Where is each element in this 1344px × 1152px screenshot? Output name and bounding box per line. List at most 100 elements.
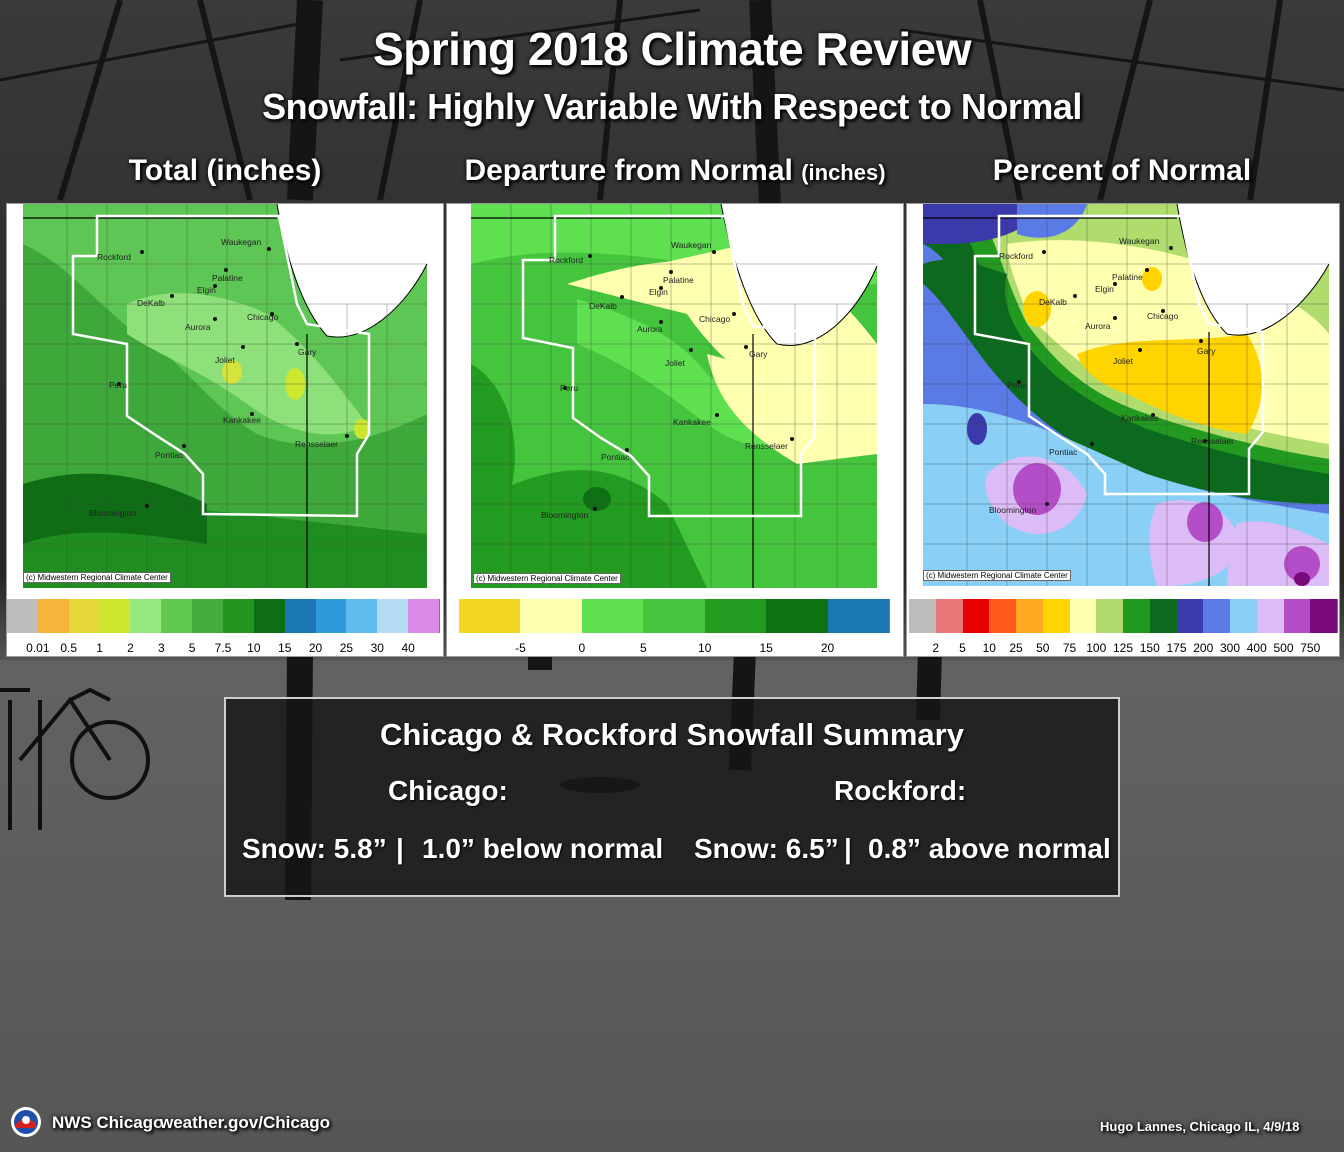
city-label-rensselaer: Rensselaer <box>1191 436 1234 446</box>
legend-tick-label: 5 <box>188 641 196 655</box>
legend-tick-label: 0.5 <box>60 641 78 655</box>
legend-swatch <box>459 599 522 633</box>
city-label-dekalb: DeKalb <box>137 298 165 308</box>
city-label-palatine: Palatine <box>663 275 694 285</box>
city-label-rensselaer: Rensselaer <box>295 439 338 449</box>
snowfall-summary-box: Chicago & Rockford Snowfall Summary Chic… <box>224 697 1120 897</box>
legend-swatch <box>192 599 224 633</box>
city-label-aurora: Aurora <box>1085 321 1111 331</box>
rockford-snow-total: Snow: 6.5” <box>694 833 839 864</box>
city-label-kankakee: Kankakee <box>223 415 261 425</box>
legend-tick-label: 100 <box>1086 641 1107 655</box>
footer-website[interactable]: weather.gov/Chicago <box>160 1113 331 1132</box>
legend-tick-label: 30 <box>370 641 384 655</box>
legend-tick-label: 5 <box>639 641 647 655</box>
legend-swatch <box>284 599 317 633</box>
legend-swatch <box>130 599 163 633</box>
legend-tick-label: -5 <box>515 641 526 655</box>
city-label-peru: Peru <box>560 383 578 393</box>
city-label-chicago: Chicago <box>247 312 279 322</box>
page-subtitle: Snowfall: Highly Variable With Respect t… <box>262 86 1082 127</box>
panel-title-total: Total (inches) <box>128 154 322 187</box>
legend-swatch <box>1149 599 1178 633</box>
panel-title-departure: Departure from Normal (inches) <box>464 154 886 187</box>
chicago-separator: | <box>396 833 404 864</box>
legend-swatch <box>1256 599 1285 633</box>
legend-tick-label: 10 <box>247 641 261 655</box>
legend-swatch <box>1096 599 1124 633</box>
legend-tick-label: 20 <box>308 641 323 655</box>
percent-map <box>923 204 1330 586</box>
legend-swatch <box>253 599 286 633</box>
legend-swatch <box>1042 599 1071 633</box>
city-label-joliet: Joliet <box>215 355 235 365</box>
city-label-rockford: Rockford <box>549 255 584 265</box>
legend-swatch <box>1016 599 1044 633</box>
map-credit: (c) Midwestern Regional Climate Center <box>473 573 621 584</box>
chicago-departure: 1.0” below normal <box>422 833 664 864</box>
legend-tick-label: 300 <box>1219 641 1241 655</box>
legend-swatch <box>1123 599 1151 633</box>
legend-swatch <box>935 599 964 633</box>
legend-tick-label: 25 <box>1009 641 1023 655</box>
city-label-palatine: Palatine <box>212 273 243 283</box>
city-label-aurora: Aurora <box>185 322 211 332</box>
city-label-waukegan: Waukegan <box>671 240 712 250</box>
legend-swatch <box>37 599 70 633</box>
city-label-gary: Gary <box>1197 346 1216 356</box>
city-label-waukegan: Waukegan <box>1119 236 1160 246</box>
footer-office: NWS Chicago <box>52 1113 164 1132</box>
legend-swatch <box>704 599 768 633</box>
city-label-chicago: Chicago <box>1147 311 1179 321</box>
legend-tick-label: 400 <box>1246 641 1267 655</box>
legend-swatch <box>7 599 39 633</box>
nws-logo-icon <box>11 1107 41 1137</box>
map-credit: (c) Midwestern Regional Climate Center <box>23 572 171 583</box>
legend-swatch <box>346 599 379 633</box>
legend-swatch <box>315 599 348 633</box>
rockford-separator: | <box>844 833 852 864</box>
legend-swatch <box>161 599 194 633</box>
legend-tick-label: 750 <box>1300 641 1321 655</box>
city-label-dekalb: DeKalb <box>589 301 617 311</box>
city-label-peru: Peru <box>109 380 127 390</box>
rockford-label: Rockford: <box>834 775 967 806</box>
legend-tick-label: 0.01 <box>26 641 50 655</box>
city-label-joliet: Joliet <box>665 358 685 368</box>
panel-title-percent: Percent of Normal <box>992 154 1252 187</box>
legend-tick-label: 15 <box>759 641 773 655</box>
city-label-pontiac: Pontiac <box>601 452 630 462</box>
legend-swatch <box>989 599 1017 633</box>
legend-swatch <box>909 599 937 633</box>
legend-tick-label: 125 <box>1112 641 1134 655</box>
city-label-palatine: Palatine <box>1112 272 1143 282</box>
legend-swatch <box>520 599 583 633</box>
city-label-kankakee: Kankakee <box>673 417 711 427</box>
legend-swatch <box>643 599 706 633</box>
departure-map <box>471 204 878 588</box>
legend-tick-label: 40 <box>401 641 415 655</box>
legend-tick-label: 20 <box>820 641 835 655</box>
legend-swatch <box>68 599 101 633</box>
legend-tick-label: 50 <box>1036 641 1050 655</box>
legend-tick-label: 2 <box>127 641 134 655</box>
rockford-departure: 0.8” above normal <box>868 833 1111 864</box>
legend-swatch <box>1283 599 1312 633</box>
legend-swatch <box>99 599 132 633</box>
legend-swatch <box>581 599 645 633</box>
legend-swatch <box>1176 599 1205 633</box>
chicago-label: Chicago: <box>388 775 508 806</box>
legend-tick-label: 3 <box>157 641 165 655</box>
legend-tick-label: 175 <box>1166 641 1187 655</box>
city-label-joliet: Joliet <box>1113 356 1133 366</box>
city-label-chicago: Chicago <box>699 314 731 324</box>
legend-tick-label: 7.5 <box>214 641 232 655</box>
city-label-gary: Gary <box>749 349 768 359</box>
city-label-bloomington: Bloomington <box>541 510 589 520</box>
city-label-rockford: Rockford <box>999 251 1034 261</box>
legend-tick-label: 15 <box>278 641 292 655</box>
page-title: Spring 2018 Climate Review <box>372 23 972 75</box>
chicago-snow-total: Snow: 5.8” <box>242 833 387 864</box>
city-label-aurora: Aurora <box>637 324 663 334</box>
legend-swatch <box>827 599 890 633</box>
